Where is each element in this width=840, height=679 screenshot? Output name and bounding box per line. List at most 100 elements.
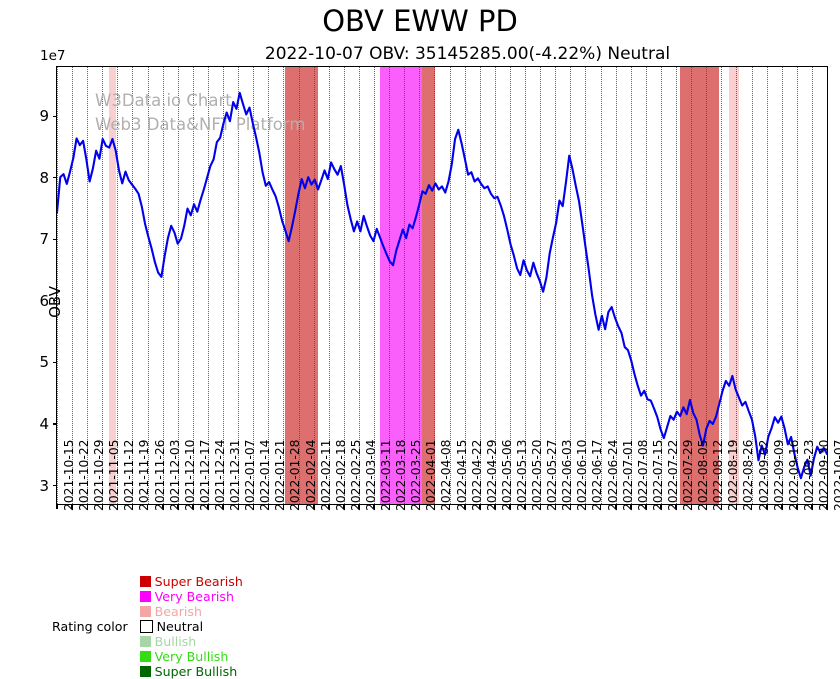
y-axis-offset-label: 1e7 [40, 48, 66, 64]
x-axis-tick [222, 504, 224, 509]
x-axis-tick [328, 504, 330, 509]
legend-item-bullish[interactable]: Bullish [139, 634, 243, 649]
y-axis-tick-label: 3 [39, 476, 49, 495]
legend-item-neutral[interactable]: Neutral [139, 618, 243, 634]
x-axis-tick-label: 2021-11-05 [107, 439, 122, 511]
x-axis-tick [267, 504, 269, 509]
x-axis-tick [358, 504, 360, 509]
x-axis-tick-label: 2022-08-19 [726, 439, 741, 511]
y-axis-tick-label: 9 [39, 107, 49, 126]
gridline-vertical [404, 67, 406, 504]
gridline-vertical [298, 67, 300, 504]
x-axis-tick-label: 2022-09-09 [771, 439, 786, 511]
x-axis-tick [192, 504, 194, 509]
x-axis-tick [509, 504, 511, 509]
x-axis-tick-label: 2022-02-04 [303, 439, 318, 511]
x-axis-tick-label: 2022-02-25 [348, 439, 363, 511]
gridline-vertical [132, 67, 134, 504]
x-axis-tick-label: 2022-03-04 [363, 439, 378, 511]
x-axis-tick [630, 504, 632, 509]
x-axis-tick-label: 2022-06-17 [590, 439, 605, 511]
gridline-vertical [223, 67, 225, 504]
legend-item-very-bearish[interactable]: Very Bearish [139, 588, 243, 604]
gridline-vertical [555, 67, 557, 504]
legend-item-bearish[interactable]: Bearish [139, 604, 243, 619]
x-axis-tick [56, 504, 58, 509]
x-axis-tick [343, 504, 345, 509]
x-axis-tick [539, 504, 541, 509]
gridline-vertical [494, 67, 496, 504]
x-axis-tick-label: 2021-12-24 [212, 439, 227, 511]
y-axis-tick [52, 238, 57, 240]
gridline-vertical [781, 67, 783, 504]
legend-swatch-very-bullish [139, 650, 151, 662]
legend-swatch-bearish [139, 605, 151, 617]
x-axis-tick-label: 2021-12-31 [228, 439, 243, 511]
legend-swatch-neutral [139, 619, 153, 633]
series-line-obv [57, 91, 827, 480]
x-axis-tick-label: 2022-09-30 [816, 439, 831, 511]
gridline-vertical [479, 67, 481, 504]
x-axis-tick-label: 2021-12-03 [167, 439, 182, 511]
gridline-vertical [736, 67, 738, 504]
x-axis-tick [660, 504, 662, 509]
y-axis-tick [52, 177, 57, 179]
y-axis-tick-label: 5 [39, 353, 49, 372]
gridline-vertical [796, 67, 798, 504]
series-svg [57, 91, 827, 480]
gridline-vertical [102, 67, 104, 504]
legend-item-super-bullish[interactable]: Super Bullish [139, 664, 243, 679]
x-axis-tick-label: 2022-05-27 [545, 439, 560, 511]
x-axis-tick-label: 2022-02-11 [318, 439, 333, 511]
x-axis-tick-label: 2022-01-07 [243, 439, 258, 511]
x-axis-tick-label: 2022-09-23 [801, 439, 816, 511]
gridline-vertical [676, 67, 678, 504]
x-axis-tick [116, 504, 118, 509]
x-axis-tick-label: 2022-01-21 [273, 439, 288, 511]
legend: Rating color Super Bearish Very Bearish Be… [52, 574, 249, 679]
y-axis-tick-label: 7 [39, 230, 49, 249]
gridline-vertical [464, 67, 466, 504]
x-axis-tick-label: 2022-03-11 [379, 439, 394, 511]
gridline-vertical [691, 67, 693, 504]
x-axis-tick-label: 2022-07-08 [635, 439, 650, 511]
x-axis-tick [524, 504, 526, 509]
x-axis-tick-label: 2021-12-10 [182, 439, 197, 511]
x-axis-tick-label: 2021-11-12 [122, 439, 137, 511]
y-axis-tick-label: 8 [39, 168, 49, 187]
x-axis-tick [750, 504, 753, 509]
gridline-vertical [57, 67, 58, 504]
gridline-vertical [268, 67, 270, 504]
chart-subtitle: 2022-10-07 OBV: 35145285.00(-4.22%) Neut… [264, 44, 671, 64]
x-axis-tick-label: 2022-09-16 [786, 439, 801, 511]
gridline-vertical [811, 67, 813, 504]
x-axis-tick [494, 504, 496, 509]
x-axis-tick [101, 504, 103, 509]
x-axis-tick [766, 504, 768, 509]
gridline-vertical [72, 67, 74, 504]
legend-item-super-bearish[interactable]: Super Bearish [139, 573, 243, 589]
gridline-vertical [283, 67, 285, 504]
legend-label: Very Bullish [154, 648, 229, 664]
legend-label: Very Bearish [154, 588, 234, 604]
legend-item-very-bullish[interactable]: Very Bullish [139, 648, 243, 664]
x-axis-tick [388, 504, 390, 509]
gridline-vertical [328, 67, 330, 504]
gridline-vertical [570, 67, 572, 504]
x-axis-tick [86, 504, 88, 509]
x-axis-tick-label: 2022-05-13 [514, 439, 529, 511]
x-axis-tick [705, 504, 707, 509]
x-axis-tick [584, 504, 587, 509]
x-axis-tick-label: 2022-04-01 [424, 439, 439, 511]
y-axis-tick-label: 4 [39, 414, 49, 433]
x-axis-tick-label: 2022-04-08 [439, 439, 454, 511]
gridline-vertical [585, 67, 587, 504]
x-axis-tick-label: 2022-03-25 [409, 439, 424, 511]
legend-label: Neutral [156, 618, 204, 634]
x-axis-tick [796, 504, 798, 509]
x-axis-tick [297, 504, 300, 509]
x-axis-tick [448, 504, 451, 509]
y-axis-tick [52, 115, 57, 117]
legend-label: Super Bearish [154, 573, 243, 589]
gridline-vertical [600, 67, 602, 504]
